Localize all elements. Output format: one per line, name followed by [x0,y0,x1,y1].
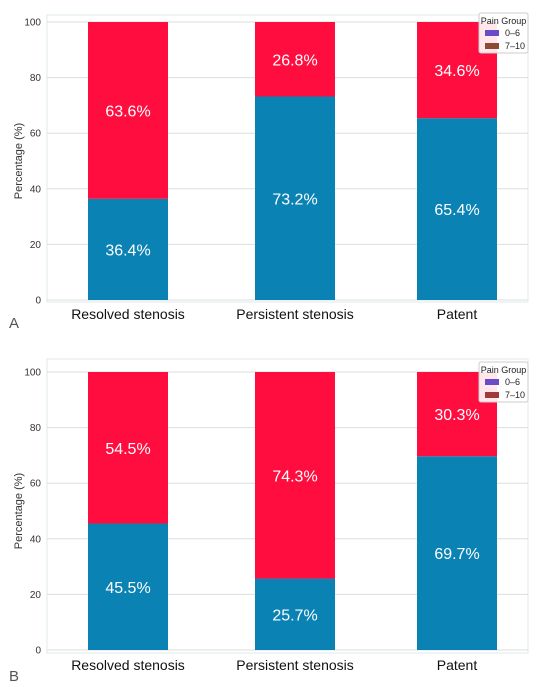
x-category-label: Resolved stenosis [71,306,185,322]
bar-pain-0-6 [88,523,168,650]
bar-pain-0-6 [255,96,335,300]
y-tick-label: 80 [30,423,42,434]
x-category-label: Persistent stenosis [236,657,354,673]
x-category-label: Persistent stenosis [236,306,354,322]
legend-entry: 7–10 [505,390,525,400]
bar-value-label: 26.8% [272,52,317,69]
bar-value-label: 73.2% [272,191,317,208]
y-axis-label: Percentage (%) [13,123,25,199]
bar-value-label: 25.7% [272,607,317,624]
bar-value-label: 74.3% [272,468,317,485]
x-category-label: Resolved stenosis [71,657,185,673]
bar-pain-0-6 [417,456,497,650]
x-category-label: Patent [437,657,478,673]
panel-b: 0 20 40 60 80 100 Percentage (%) 45.5% 54.5% Reso… [9,358,529,685]
bar-pain-7-10 [88,22,168,199]
y-tick-label: 60 [30,479,42,490]
legend-swatch [485,30,499,36]
legend-swatch [485,379,499,385]
bar-value-label: 36.4% [105,242,150,259]
y-tick-label: 0 [35,296,41,307]
bar-value-label: 34.6% [434,63,479,80]
bar-value-label: 65.4% [434,202,479,219]
legend-swatch [485,392,499,398]
legend-entry: 0–6 [505,28,520,38]
bar-pain-0-6 [255,578,335,650]
y-axis-label: Percentage (%) [13,473,25,549]
y-tick-label: 100 [24,18,41,29]
legend-title: Pain Group [481,365,527,375]
y-tick-label: 40 [30,184,42,195]
legend-swatch [485,43,499,49]
legend-title: Pain Group [481,16,527,26]
y-tick-label: 20 [30,240,42,251]
y-tick-label: 100 [24,368,41,379]
bar-pain-7-10 [88,372,168,524]
legend-entry: 7–10 [505,41,525,51]
y-tick-label: 60 [30,129,42,140]
y-tick-label: 20 [30,590,42,601]
x-category-label: Patent [437,306,478,322]
bar-pain-0-6 [88,198,168,300]
bar-value-label: 45.5% [105,580,150,597]
y-tick-label: 80 [30,73,42,84]
bar-pain-7-10 [255,372,335,579]
y-tick-label: 40 [30,534,42,545]
bar-value-label: 69.7% [434,546,479,563]
legend-entry: 0–6 [505,377,520,387]
bar-pain-7-10 [255,22,335,97]
panel-a: 0 20 40 60 80 100 Percentage (%) 36.4% 63.6% Reso… [9,12,529,332]
bar-pain-0-6 [417,118,497,300]
bar-value-label: 30.3% [434,407,479,424]
panel-label: B [9,668,19,685]
bar-value-label: 63.6% [105,103,150,120]
y-tick-label: 0 [35,646,41,657]
panel-label: A [9,315,19,332]
bar-value-label: 54.5% [105,441,150,458]
